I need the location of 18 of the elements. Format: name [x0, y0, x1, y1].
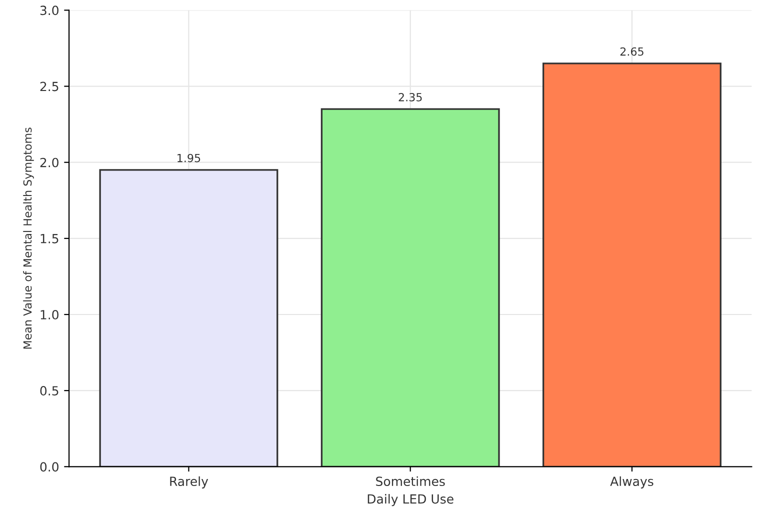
bar [320, 108, 500, 467]
bar [99, 169, 278, 467]
data-label: 2.35 [398, 92, 422, 102]
y-tick-label: 0.5 [40, 386, 58, 396]
data-label: 1.95 [178, 154, 200, 162]
x-tick-label: Sometimes [376, 476, 445, 486]
x-tick-label: Always [610, 476, 654, 488]
data-label: 2.65 [620, 47, 644, 56]
y-tick-label: 2.0 [40, 158, 58, 168]
y-tick-label: 0.0 [40, 462, 58, 472]
y-tick-label: 1.5 [40, 234, 58, 244]
y-axis-title: Mean Value of Mental Health Symptoms [23, 128, 34, 349]
y-tick-label: 3.0 [40, 6, 58, 16]
x-tick-label: Rarely [170, 476, 208, 488]
y-tick-label: 2.5 [40, 82, 58, 92]
bar [542, 62, 722, 467]
y-tick-label: 1.0 [40, 310, 58, 320]
x-axis-title: Daily LED Use [368, 494, 454, 506]
